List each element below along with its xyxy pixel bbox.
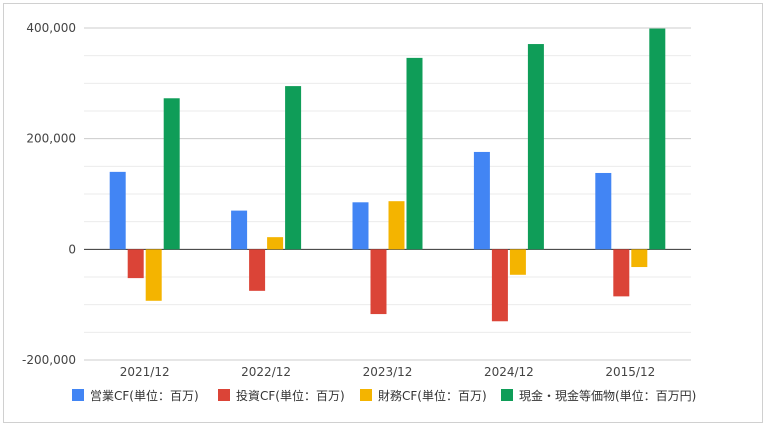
bar: [109, 171, 126, 250]
x-axis-ticks: 2021/12 2022/12 2023/12 2024/12 2015/12: [120, 365, 655, 379]
bar: [491, 249, 508, 322]
y-tick-label: 200,000: [26, 132, 76, 146]
bar: [613, 249, 630, 297]
bar: [406, 57, 423, 250]
legend-swatch: [218, 389, 230, 401]
bar: [649, 28, 666, 250]
bar: [527, 44, 544, 250]
bar: [370, 249, 387, 315]
bar: [388, 201, 405, 250]
x-tick-label: 2021/12: [120, 365, 170, 379]
gridlines: [84, 27, 691, 361]
bar: [249, 249, 266, 291]
bar: [595, 172, 612, 250]
legend-label: 営業CF(単位：百万): [90, 388, 199, 403]
legend-label: 財務CF(単位：百万): [378, 388, 487, 403]
legend-swatch: [360, 389, 372, 401]
y-tick-label: -200,000: [22, 353, 76, 367]
legend-label: 現金・現金等価物(単位：百万円): [519, 388, 696, 403]
x-tick-label: 2023/12: [363, 365, 413, 379]
bar: [267, 237, 284, 250]
bar: [231, 210, 248, 250]
y-axis-ticks: -200,000 0 200,000 400,000: [22, 21, 76, 367]
x-tick-label: 2024/12: [484, 365, 534, 379]
bar: [473, 151, 490, 250]
bars: [109, 28, 666, 322]
bar: [145, 249, 162, 301]
y-tick-label: 0: [68, 242, 76, 256]
bar: [285, 86, 302, 250]
bar: [127, 249, 144, 279]
legend: 営業CF(単位：百万) 投資CF(単位：百万) 財務CF(単位：百万) 現金・現金等価…: [72, 388, 696, 403]
bar: [352, 202, 369, 250]
legend-swatch: [72, 389, 84, 401]
x-tick-label: 2022/12: [241, 365, 291, 379]
y-tick-label: 400,000: [26, 21, 76, 35]
legend-swatch: [501, 389, 513, 401]
bar: [631, 249, 648, 268]
bar: [509, 249, 526, 275]
bar: [163, 98, 180, 250]
chart-frame: [3, 3, 763, 423]
x-tick-label: 2015/12: [605, 365, 655, 379]
legend-label: 投資CF(単位：百万): [236, 388, 345, 403]
